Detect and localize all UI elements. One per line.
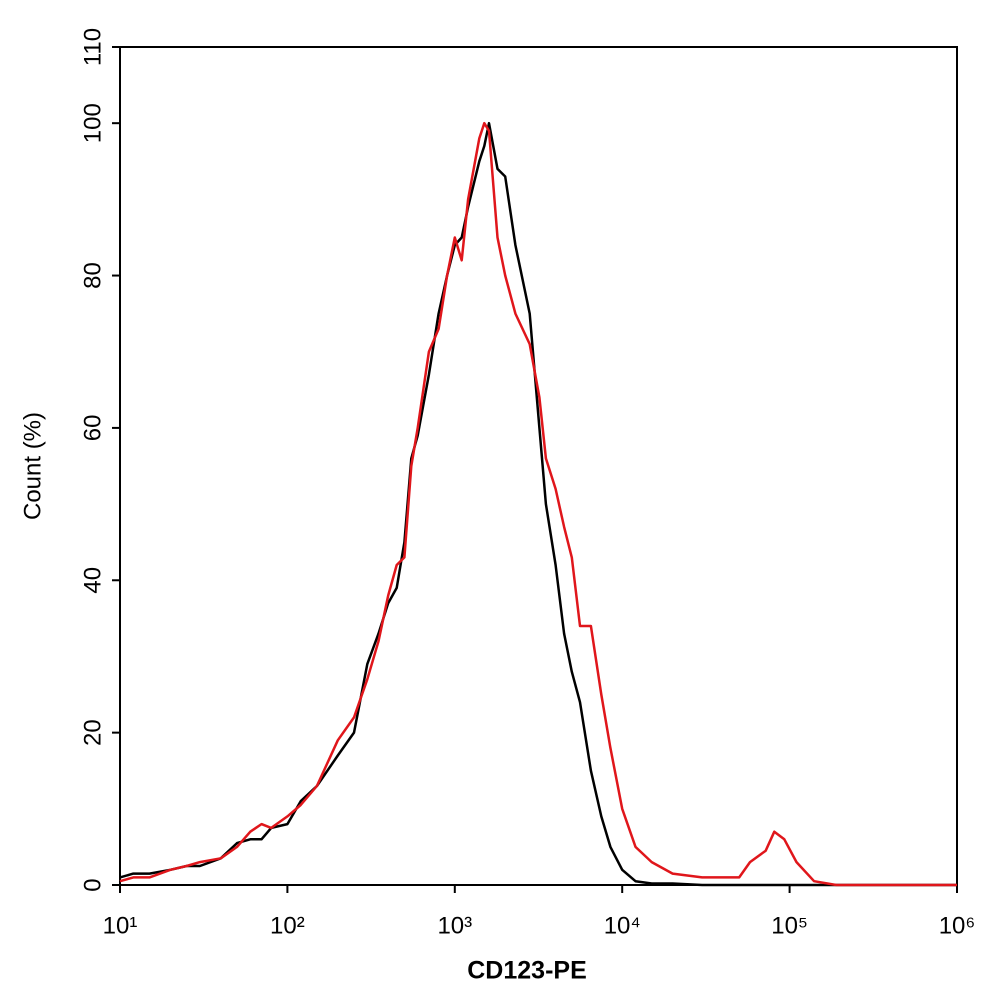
y-tick-label: 100 bbox=[79, 103, 106, 143]
y-tick-label: 40 bbox=[79, 567, 106, 594]
x-tick-label: 10⁴ bbox=[604, 912, 641, 939]
y-axis-title: Count (%) bbox=[19, 412, 46, 520]
series-line bbox=[119, 121, 957, 887]
series-line bbox=[119, 121, 957, 887]
y-tick-label: 0 bbox=[79, 878, 106, 891]
x-tick-label: 10⁶ bbox=[939, 912, 976, 939]
x-axis-title: CD123-PE bbox=[467, 957, 587, 985]
x-tick-label: 10² bbox=[270, 912, 305, 939]
x-tick-label: 10⁵ bbox=[771, 912, 808, 939]
plot-frame bbox=[119, 46, 958, 886]
y-tick-label: 80 bbox=[79, 262, 106, 289]
x-tick-label: 10¹ bbox=[103, 912, 138, 939]
y-tick-label: 20 bbox=[79, 719, 106, 746]
x-tick-label: 10³ bbox=[437, 912, 472, 939]
y-tick-label: 60 bbox=[79, 415, 106, 442]
y-tick-label: 110 bbox=[79, 28, 106, 66]
